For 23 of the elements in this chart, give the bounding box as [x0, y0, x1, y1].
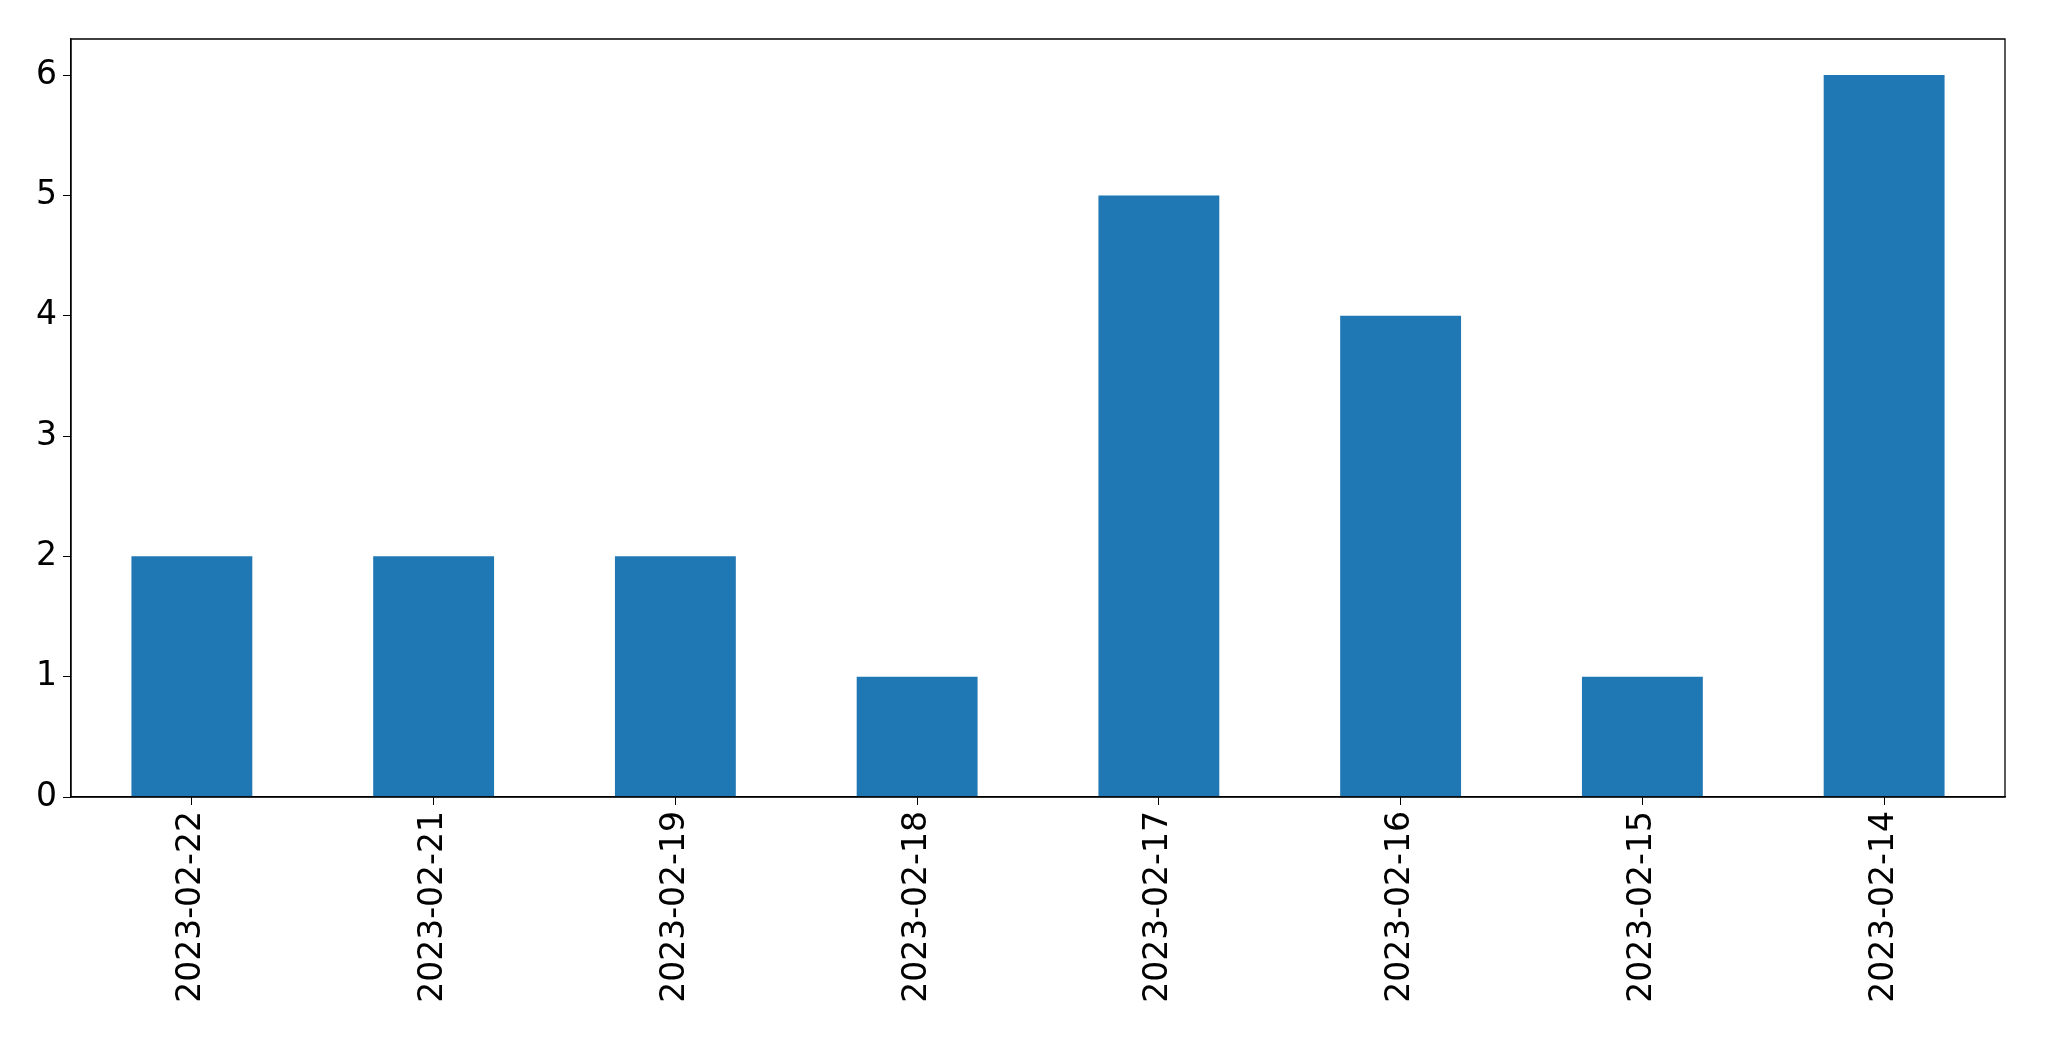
bar: [614, 556, 736, 797]
bar: [856, 676, 978, 797]
x-tick-label: 2023-02-16: [1378, 811, 1418, 1003]
bar: [1823, 75, 1945, 797]
bar: [1340, 315, 1462, 797]
x-tick-label: 2023-02-18: [894, 811, 934, 1003]
bar: [373, 556, 495, 797]
x-tick-label: 2023-02-21: [411, 811, 451, 1003]
bar: [1098, 195, 1220, 797]
x-tick-label: 2023-02-22: [169, 811, 209, 1003]
y-tick-label: 5: [36, 172, 57, 212]
y-tick-label: 3: [36, 413, 57, 453]
x-tick-label: 2023-02-17: [1136, 811, 1176, 1003]
y-tick-label: 6: [36, 52, 57, 92]
y-tick-label: 1: [36, 654, 57, 694]
x-tick-label: 2023-02-19: [652, 811, 692, 1003]
y-tick-label: 0: [36, 774, 57, 814]
y-tick-label: 2: [36, 533, 57, 573]
x-tick-label: 2023-02-14: [1861, 811, 1901, 1003]
bar: [1581, 676, 1703, 797]
bar: [131, 556, 253, 797]
y-tick-label: 4: [36, 293, 57, 333]
x-tick-label: 2023-02-15: [1619, 811, 1659, 1003]
